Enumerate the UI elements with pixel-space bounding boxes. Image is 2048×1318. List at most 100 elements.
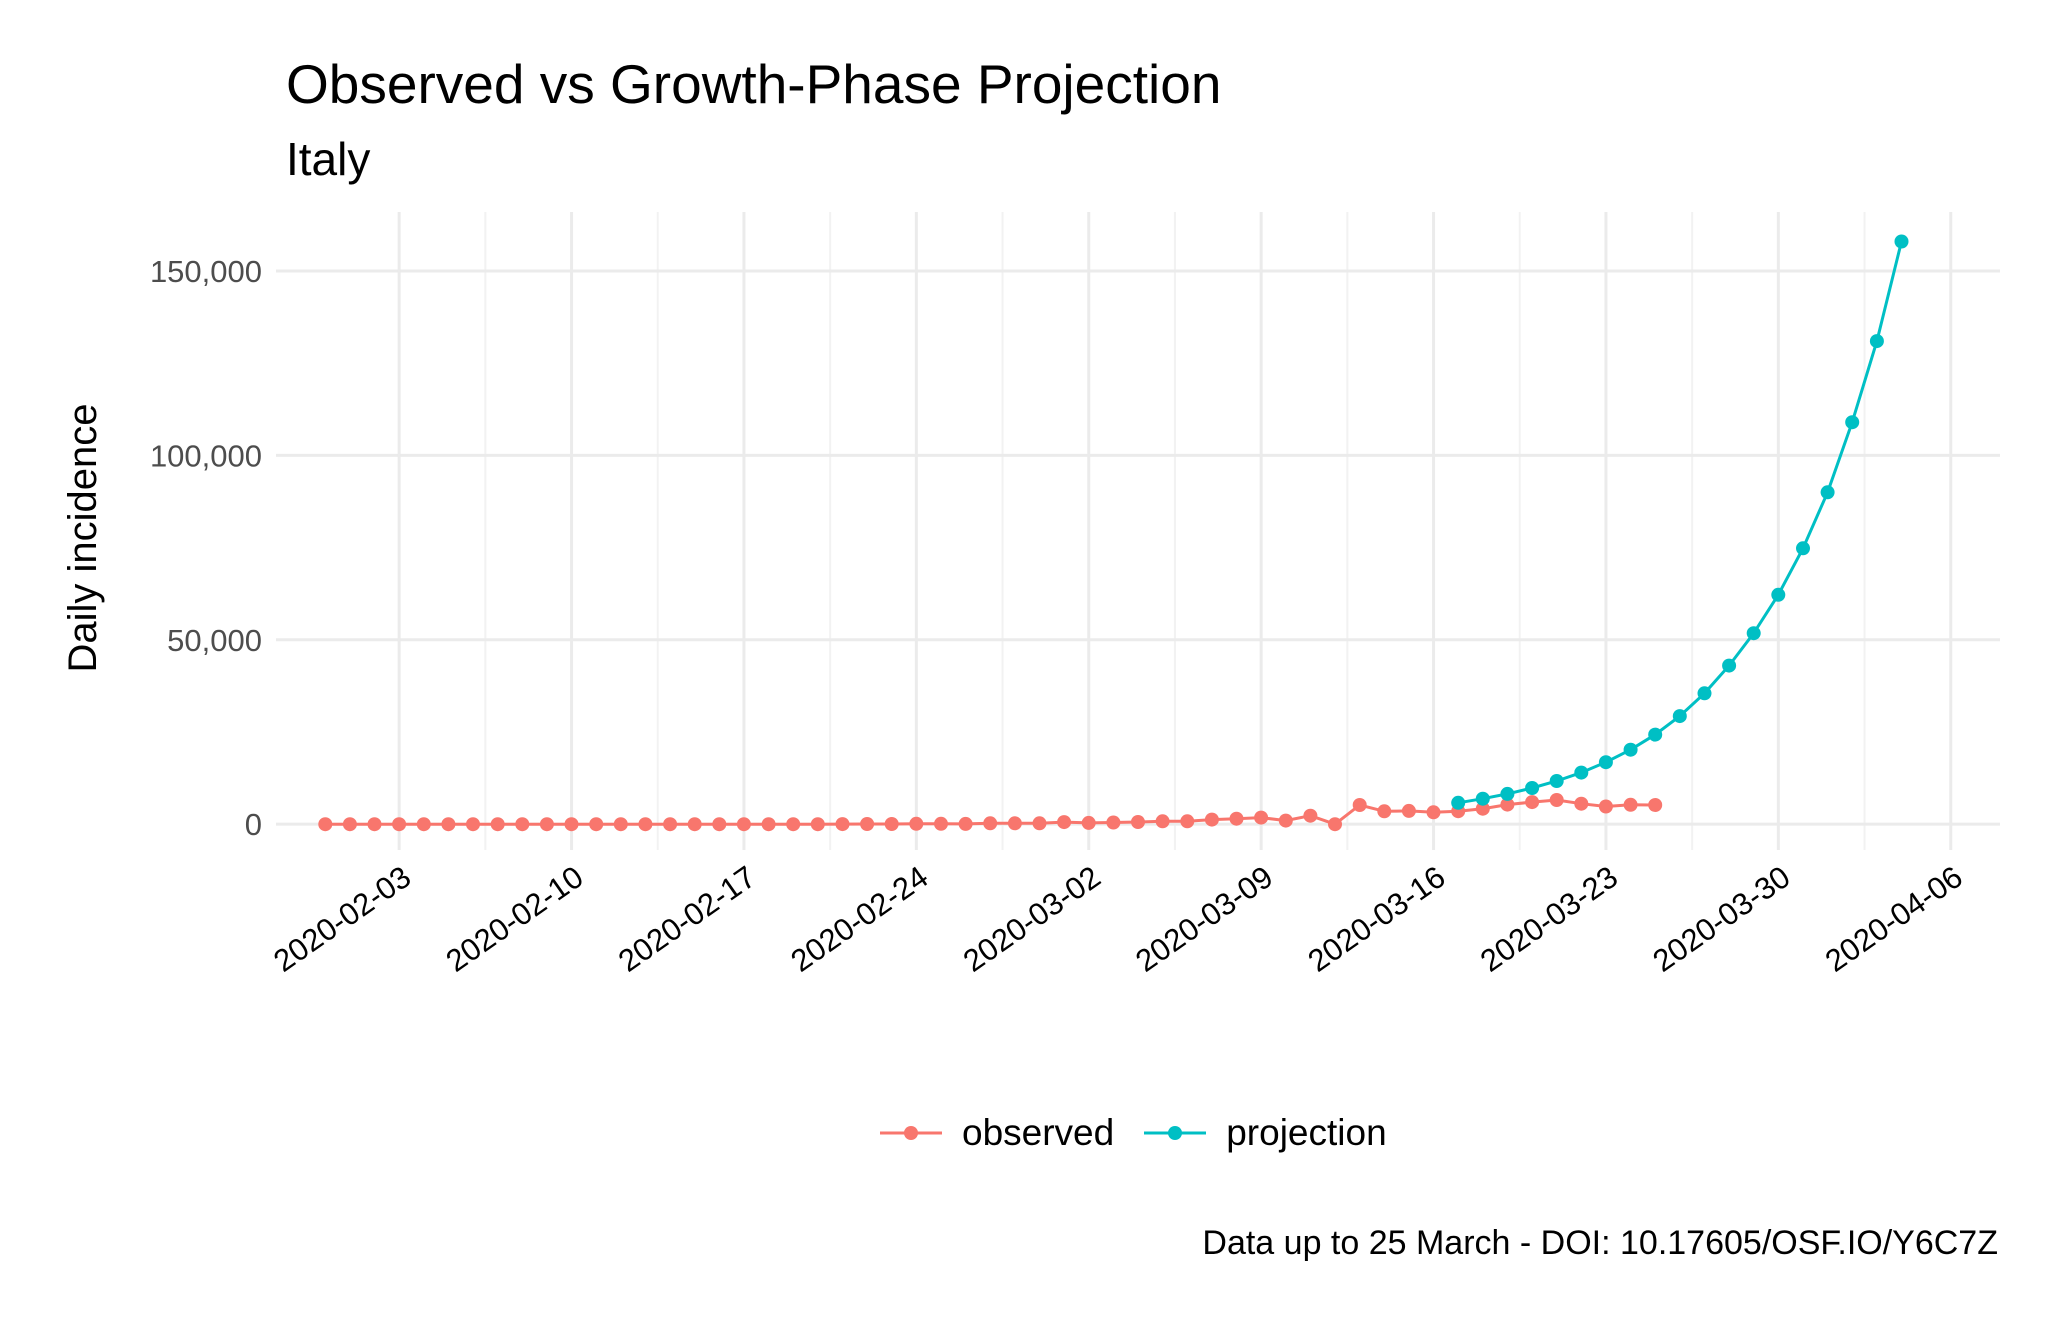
legend-item-projection: projection (1144, 1112, 1387, 1154)
data-point-observed (1352, 798, 1367, 812)
data-point-projection (1648, 727, 1663, 742)
data-point-observed (1081, 815, 1096, 830)
data-point-observed (589, 817, 604, 832)
x-tick-label: 2020-03-09 (1129, 859, 1279, 979)
data-point-observed (1032, 816, 1047, 831)
data-point-observed (1574, 796, 1589, 811)
data-point-projection (1820, 485, 1835, 500)
y-axis-label: Daily incidence (61, 403, 105, 672)
data-point-projection (1574, 765, 1589, 780)
data-point-projection (1697, 686, 1712, 701)
data-point-observed (958, 816, 973, 831)
y-axis-ticks: 0 50,000 100,000 150,000 (150, 254, 262, 842)
data-point-observed (736, 817, 751, 832)
data-point-observed (1475, 801, 1490, 816)
legend-label-observed: observed (962, 1112, 1115, 1153)
data-point-observed (466, 817, 480, 832)
data-point-projection (1845, 415, 1860, 430)
data-point-observed (1377, 804, 1392, 819)
data-point-observed (1007, 816, 1022, 831)
data-point-observed (441, 817, 456, 832)
data-point-observed (786, 817, 801, 832)
data-point-observed (490, 817, 505, 832)
data-point-observed (1549, 793, 1564, 807)
data-point-observed (564, 817, 579, 832)
legend-item-observed: observed (880, 1112, 1114, 1154)
data-point-observed (1328, 817, 1342, 832)
chart-title: Observed vs Growth-Phase Projection (286, 53, 1222, 115)
data-point-observed (1057, 815, 1072, 830)
data-point-observed (1303, 808, 1318, 823)
x-axis-ticks: 2020-02-03 2020-02-10 2020-02-17 2020-02-24… (267, 859, 1969, 979)
data-point-observed (416, 817, 431, 832)
data-point-observed (810, 817, 825, 832)
data-point-observed (1500, 797, 1515, 812)
data-point-observed (687, 817, 702, 832)
data-point-observed (638, 817, 653, 832)
data-point-observed (392, 817, 407, 832)
data-point-observed (712, 817, 727, 832)
x-tick-label: 2020-02-03 (267, 859, 417, 979)
data-point-observed (1598, 799, 1613, 814)
data-point-observed (1131, 815, 1145, 829)
data-point-projection (1451, 795, 1466, 810)
data-point-observed (1204, 812, 1219, 827)
caption: Data up to 25 March - DOI: 10.17605/OSF.… (1202, 1224, 1998, 1262)
legend-label-projection: projection (1226, 1112, 1387, 1153)
data-point-projection (1771, 587, 1786, 602)
data-point-projection (1500, 786, 1515, 801)
data-point-observed (515, 817, 530, 832)
data-point-projection (1623, 742, 1638, 757)
data-point-observed (342, 817, 357, 832)
data-point-observed (1254, 810, 1269, 825)
data-point-projection (1475, 791, 1490, 806)
data-point-observed (909, 816, 924, 831)
data-point-observed (1278, 813, 1293, 828)
data-point-projection (1525, 781, 1540, 795)
y-tick-label: 50,000 (167, 623, 262, 658)
x-tick-label: 2020-02-24 (784, 859, 934, 979)
x-tick-label: 2020-03-23 (1474, 859, 1624, 979)
data-point-projection (1722, 658, 1737, 673)
data-point-observed (835, 817, 850, 832)
x-tick-label: 2020-02-17 (612, 859, 762, 979)
x-tick-label: 2020-03-16 (1302, 859, 1452, 979)
y-tick-label: 0 (245, 807, 262, 842)
data-point-observed (1180, 814, 1195, 829)
data-point-observed (1426, 805, 1441, 820)
data-point-observed (318, 817, 333, 832)
data-point-observed (761, 817, 776, 832)
legend-key-observed (880, 1126, 942, 1140)
data-point-projection (1894, 234, 1909, 249)
chart-subtitle: Italy (286, 133, 371, 185)
data-point-projection (1796, 541, 1810, 556)
data-point-observed (934, 816, 948, 831)
data-point-projection (1549, 774, 1564, 788)
data-point-observed (663, 817, 678, 832)
data-point-projection (1598, 755, 1613, 770)
x-tick-label: 2020-04-06 (1819, 859, 1969, 979)
x-tick-label: 2020-03-30 (1646, 859, 1796, 979)
data-point-observed (1229, 811, 1244, 826)
data-point-observed (1155, 814, 1170, 829)
y-tick-label: 150,000 (150, 254, 262, 289)
data-point-observed (860, 817, 875, 831)
data-point-observed (1648, 798, 1663, 812)
data-point-observed (539, 817, 554, 832)
data-point-projection (1672, 709, 1687, 724)
data-point-observed (1623, 797, 1638, 812)
data-point-observed (367, 817, 382, 832)
data-point-observed (884, 817, 899, 831)
data-point-observed (1525, 795, 1540, 810)
data-point-observed (1401, 803, 1416, 818)
data-point-observed (1106, 815, 1121, 830)
x-tick-label: 2020-03-02 (957, 859, 1107, 979)
gridlines (276, 212, 2000, 850)
data-point-observed (983, 816, 998, 831)
data-point-observed (613, 817, 628, 832)
x-tick-label: 2020-02-10 (440, 859, 590, 979)
series-layer (318, 234, 1909, 832)
data-point-projection (1869, 334, 1884, 349)
y-tick-label: 100,000 (150, 438, 262, 473)
